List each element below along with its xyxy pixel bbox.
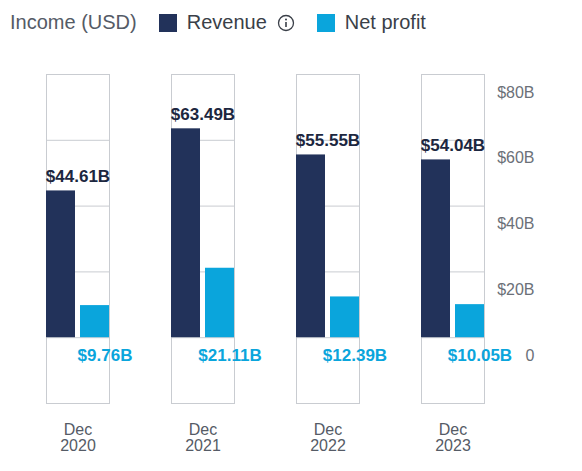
svg-text:$12.39B: $12.39B bbox=[323, 346, 387, 365]
svg-text:$60B: $60B bbox=[497, 149, 534, 166]
svg-text:Dec2021: Dec2021 bbox=[185, 421, 221, 454]
svg-text:$9.76B: $9.76B bbox=[78, 346, 133, 365]
svg-text:$10.05B: $10.05B bbox=[448, 346, 512, 365]
html-text:Income (USD): Income (USD) bbox=[10, 11, 137, 33]
svg-text:0: 0 bbox=[526, 347, 535, 364]
html-text:Revenue: Revenue bbox=[186, 11, 267, 33]
svg-text:$20B: $20B bbox=[497, 281, 534, 298]
svg-text:Dec2022: Dec2022 bbox=[310, 421, 346, 454]
svg-text:$21.11B: $21.11B bbox=[198, 346, 261, 365]
svg-text:Dec2023: Dec2023 bbox=[435, 421, 471, 454]
html-text:Net profit: Net profit bbox=[344, 11, 426, 33]
svg-text:Dec2020: Dec2020 bbox=[60, 421, 96, 454]
svg-text:$40B: $40B bbox=[497, 215, 534, 232]
svg-text:$54.04B: $54.04B bbox=[421, 136, 485, 155]
svg-text:$44.61B: $44.61B bbox=[46, 167, 110, 186]
svg-text:$80B: $80B bbox=[497, 84, 534, 101]
svg-text:$63.49B: $63.49B bbox=[171, 105, 235, 124]
svg-text:$55.55B: $55.55B bbox=[296, 131, 360, 150]
